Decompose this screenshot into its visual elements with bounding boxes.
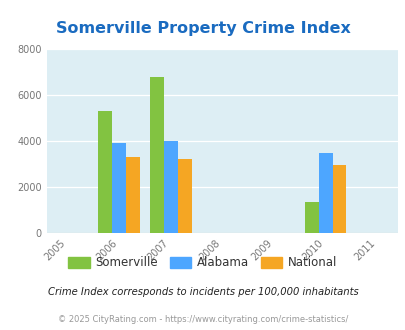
Text: Somerville Property Crime Index: Somerville Property Crime Index [55,20,350,36]
Legend: Somerville, Alabama, National: Somerville, Alabama, National [64,252,341,274]
Bar [332,165,345,233]
Text: Crime Index corresponds to incidents per 100,000 inhabitants: Crime Index corresponds to incidents per… [47,287,358,297]
Bar [126,157,140,233]
Bar [163,141,177,233]
Bar [177,159,191,233]
Bar [98,111,112,233]
Bar [304,202,318,233]
Text: © 2025 CityRating.com - https://www.cityrating.com/crime-statistics/: © 2025 CityRating.com - https://www.city… [58,315,347,324]
Bar [112,143,126,233]
Bar [149,77,163,233]
Bar [318,152,332,233]
